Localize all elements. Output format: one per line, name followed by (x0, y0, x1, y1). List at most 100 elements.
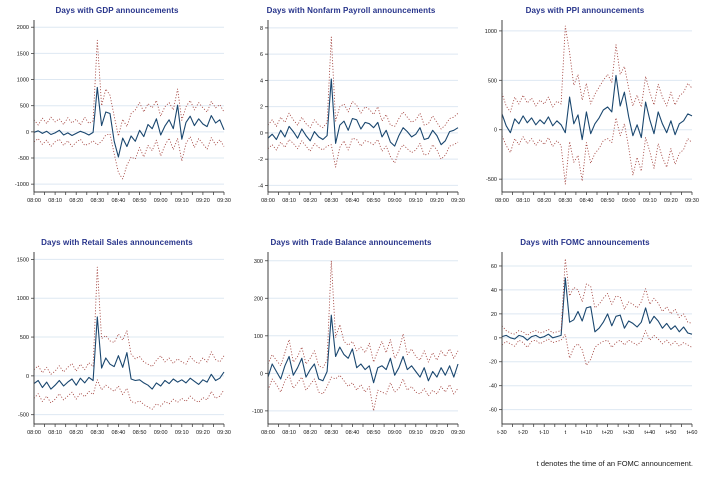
chart-panel-2: Days with Nonfarm Payroll announcements -… (234, 0, 468, 232)
y-tick-label: 6 (260, 52, 263, 58)
mean-response-line (267, 314, 459, 384)
y-tick-label: 100 (254, 334, 263, 340)
x-tick-label: 08:20 (69, 430, 83, 436)
y-tick-label: 0 (494, 128, 497, 134)
x-tick-label: 08:40 (112, 430, 126, 436)
mean-response-line (33, 86, 225, 158)
panel-title: Days with FOMC announcements (520, 238, 650, 247)
x-tick-label: 09:00 (388, 198, 402, 204)
x-tick-label: 08:10 (48, 198, 62, 204)
y-tick-label: 4 (260, 78, 263, 84)
x-tick-label: 08:00 (27, 430, 41, 436)
x-tick-label: 09:10 (175, 430, 189, 436)
chart-panel-6: Days with FOMC announcements -60 -40 -20 0 20… (468, 232, 702, 464)
mean-response-line (267, 78, 459, 147)
x-tick-label: 09:20 (196, 430, 210, 436)
x-tick-label: 09:00 (154, 198, 168, 204)
x-tick-label: 08:40 (346, 430, 360, 436)
x-tick-label: t+60 (687, 430, 698, 436)
y-tick-label: 1000 (17, 78, 29, 84)
x-tick-label: t+30 (623, 430, 634, 436)
line-chart-6: -60 -40 -20 0 20 40 60 t-30 t-20 t-10 t t+10 t+20 t+3… (489, 252, 698, 436)
mean-response-line (501, 74, 693, 141)
y-tick-label: -20 (489, 360, 497, 366)
x-tick-label: 09:30 (685, 198, 699, 204)
y-tick-label: 1000 (485, 29, 497, 35)
y-tick-label: 2 (260, 105, 263, 111)
confidence-band-line (501, 258, 693, 336)
confidence-band-line (267, 374, 459, 412)
y-tick-label: -500 (486, 177, 497, 183)
x-tick-label: 08:40 (580, 198, 594, 204)
confidence-band-line (33, 39, 225, 137)
x-tick-label: 09:10 (409, 198, 423, 204)
x-tick-label: 08:20 (69, 198, 83, 204)
x-tick-label: 09:30 (451, 198, 465, 204)
x-tick-label: 08:50 (133, 430, 147, 436)
x-tick-label: 08:30 (558, 198, 572, 204)
x-tick-label: 08:50 (367, 430, 381, 436)
x-tick-label: 08:30 (90, 430, 104, 436)
y-tick-label: -100 (252, 409, 263, 415)
x-tick-label: 08:20 (303, 198, 317, 204)
x-tick-label: 08:50 (367, 198, 381, 204)
line-chart-5: -100 0 100 200 300 08:00 08:10 08:20 08:30 08:40 0… (252, 252, 465, 436)
y-tick-label: 500 (20, 104, 29, 110)
y-tick-label: -2 (258, 157, 263, 163)
y-tick-label: -500 (18, 413, 29, 419)
y-tick-label: 500 (488, 78, 497, 84)
x-tick-label: 09:00 (388, 430, 402, 436)
line-chart-1: -1000 -500 0 500 1000 1500 2000 08:00 08:10 08:20… (15, 20, 231, 204)
chart-panel-1: Days with GDP announcements -1000 -500 0 500… (0, 0, 234, 232)
y-tick-label: 2000 (17, 25, 29, 31)
x-tick-label: t+40 (644, 430, 655, 436)
x-tick-label: t+10 (581, 430, 592, 436)
y-tick-label: 1500 (17, 257, 29, 263)
y-tick-label: 60 (491, 264, 497, 270)
x-tick-label: 09:20 (430, 430, 444, 436)
x-tick-label: 08:20 (537, 198, 551, 204)
line-chart-3: -500 0 500 1000 08:00 08:10 08:20 08:30 08:40 08:… (485, 20, 699, 204)
x-tick-label: 08:40 (346, 198, 360, 204)
y-tick-label: 0 (26, 374, 29, 380)
x-tick-label: 08:10 (48, 430, 62, 436)
x-tick-label: 09:10 (409, 430, 423, 436)
x-tick-label: 09:30 (217, 198, 231, 204)
y-tick-label: 40 (491, 288, 497, 294)
chart-panel-3: Days with PPI announcements -500 0 500 1000 0… (468, 0, 702, 232)
chart-panel-4: Days with Retail Sales announcements -500… (0, 232, 234, 464)
x-tick-label: 09:10 (643, 198, 657, 204)
line-chart-2: -4 -2 0 2 4 6 8 08:00 08:10 08:20 08:30 08:40 08:50 0… (258, 20, 465, 204)
line-chart-4: -500 0 500 1000 1500 08:00 08:10 08:20 08:30 08:4… (17, 252, 231, 436)
x-tick-label: t (565, 430, 567, 436)
y-tick-label: 8 (260, 26, 263, 32)
confidence-band-line (501, 25, 693, 113)
confidence-band-line (501, 117, 693, 185)
confidence-band-line (267, 137, 459, 168)
y-tick-label: -500 (18, 156, 29, 162)
confidence-band-line (501, 330, 693, 366)
x-tick-label: t+50 (665, 430, 676, 436)
panel-title: Days with Nonfarm Payroll announcements (266, 6, 436, 15)
y-tick-label: 200 (254, 296, 263, 302)
y-tick-label: 0 (260, 131, 263, 137)
x-tick-label: 08:50 (133, 198, 147, 204)
x-tick-label: t-20 (518, 430, 527, 436)
x-tick-label: 08:00 (261, 430, 275, 436)
x-tick-label: t+20 (602, 430, 613, 436)
x-tick-label: 09:20 (196, 198, 210, 204)
y-tick-label: 1000 (17, 296, 29, 302)
y-tick-label: -4 (258, 183, 263, 189)
x-tick-label: 08:10 (516, 198, 530, 204)
panel-title: Days with Retail Sales announcements (41, 238, 193, 247)
x-tick-label: 08:30 (324, 430, 338, 436)
figure-caption: t denotes the time of an FOMC announceme… (536, 459, 693, 468)
y-tick-label: 0 (26, 130, 29, 136)
panel-title: Days with PPI announcements (525, 6, 645, 15)
x-tick-label: 09:20 (664, 198, 678, 204)
x-tick-label: 08:40 (112, 198, 126, 204)
x-tick-label: 08:50 (601, 198, 615, 204)
x-tick-label: 08:00 (261, 198, 275, 204)
y-tick-label: 0 (260, 371, 263, 377)
chart-grid: Days with GDP announcements -1000 -500 0 500… (0, 0, 702, 464)
